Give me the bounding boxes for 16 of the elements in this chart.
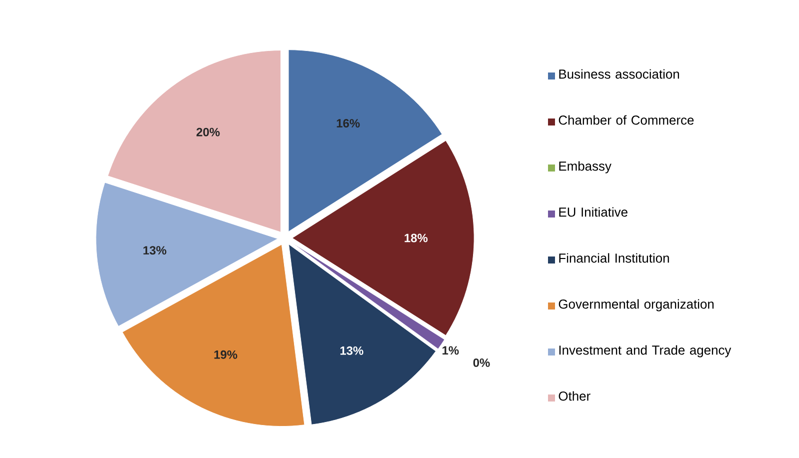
data-label: 16% [336, 119, 360, 128]
data-label: 13% [340, 346, 364, 355]
data-label: 13% [143, 246, 166, 255]
data-label: 18% [404, 234, 428, 242]
legend-label: Embassy [559, 161, 612, 174]
data-label: 1% [442, 346, 459, 355]
legend-label: Investment and Trade agency [559, 345, 732, 358]
legend-label: Financial Institution [559, 253, 669, 263]
legend-label: Other [558, 391, 590, 401]
legend-label: Business association [559, 69, 680, 79]
text: 0% [473, 358, 490, 367]
data-label: 20% [196, 128, 220, 136]
legend-label: Governmental organization [558, 299, 714, 312]
data-label: 19% [214, 350, 238, 359]
legend-label: EU Initiative [559, 207, 628, 217]
legend-label: Chamber of Commerce [558, 115, 694, 125]
